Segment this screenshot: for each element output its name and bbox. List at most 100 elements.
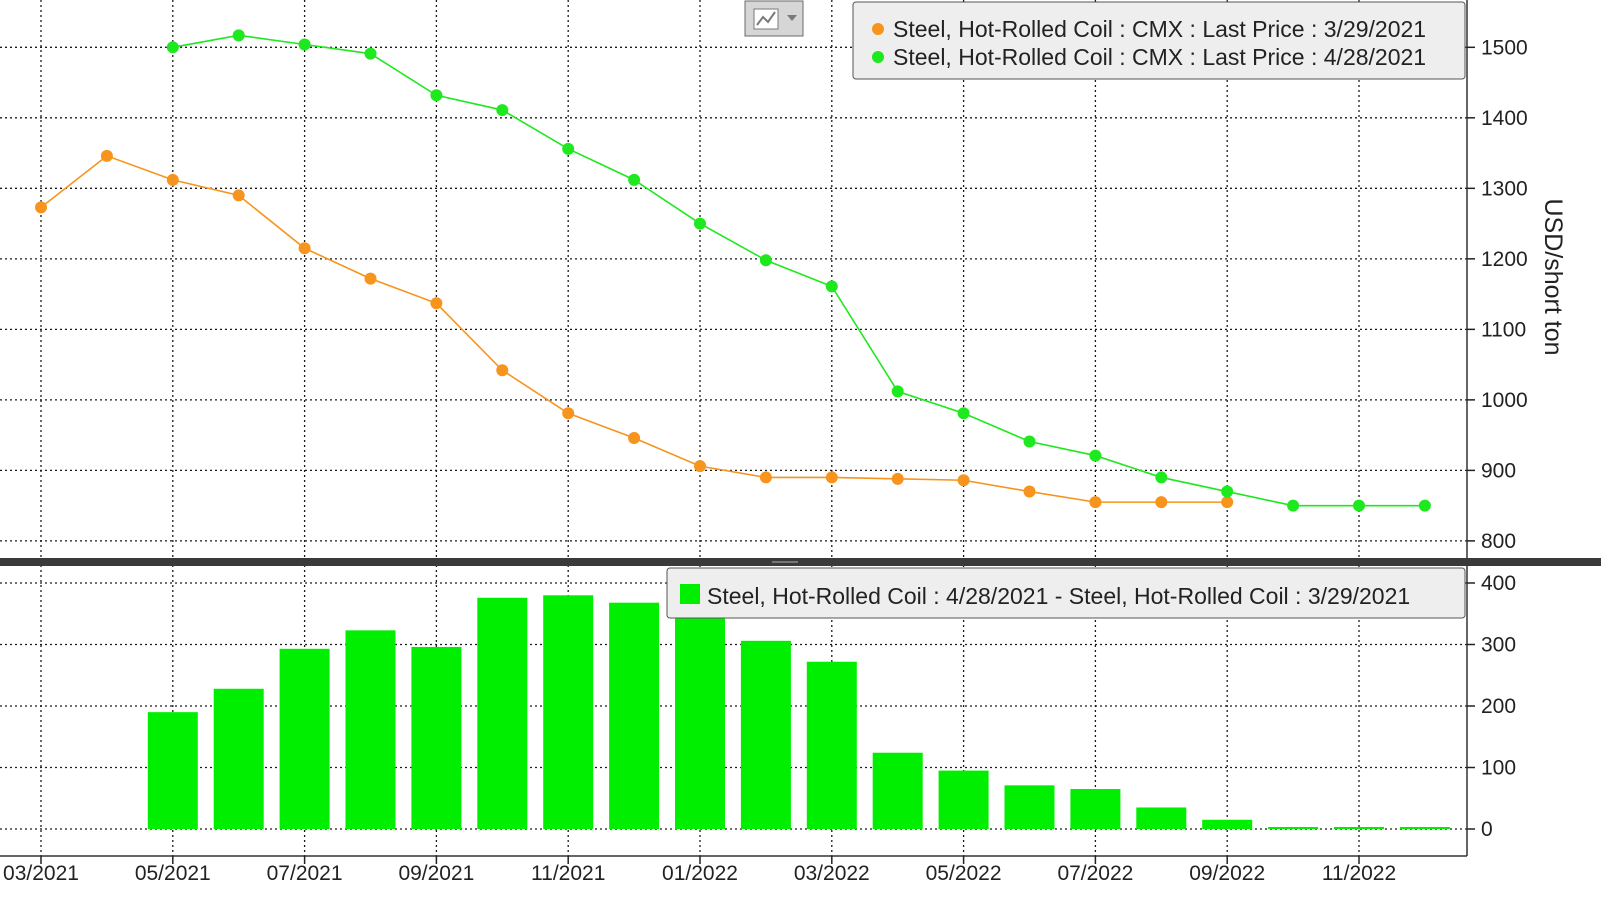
data-point[interactable] — [694, 460, 706, 473]
line-chart-icon — [753, 8, 779, 30]
bar[interactable] — [1202, 819, 1253, 829]
data-point[interactable] — [759, 471, 772, 484]
y-tick-label: 1300 — [1481, 177, 1528, 200]
bar[interactable] — [675, 614, 725, 829]
data-point[interactable] — [232, 189, 245, 202]
data-point[interactable] — [35, 201, 47, 214]
lines-layer — [35, 29, 1431, 512]
bar[interactable] — [872, 752, 923, 829]
data-point[interactable] — [298, 242, 311, 255]
series-line — [40, 154, 1228, 503]
x-tick-label: 07/2022 — [1057, 862, 1133, 885]
legend-label: Steel, Hot-Rolled Coil : CMX : Last Pric… — [893, 16, 1426, 42]
x-tick-label: 03/2021 — [3, 862, 79, 885]
bar[interactable] — [345, 630, 396, 829]
bar[interactable] — [1399, 827, 1450, 829]
bar[interactable] — [1070, 789, 1121, 829]
data-point[interactable] — [628, 173, 641, 186]
bar[interactable] — [279, 648, 330, 829]
data-point[interactable] — [364, 47, 377, 60]
y-axis-title: USD/short ton — [1539, 198, 1567, 355]
data-point[interactable] — [1287, 499, 1300, 512]
x-tick-label: 07/2021 — [267, 862, 343, 885]
bar[interactable] — [477, 597, 528, 829]
data-point[interactable] — [430, 297, 443, 310]
data-point[interactable] — [1155, 496, 1168, 509]
panel-divider[interactable] — [0, 558, 1601, 566]
data-point[interactable] — [1155, 471, 1168, 484]
data-point[interactable] — [1089, 449, 1102, 462]
data-point[interactable] — [166, 41, 179, 54]
data-point[interactable] — [1023, 485, 1036, 498]
data-point[interactable] — [562, 407, 575, 420]
bar[interactable] — [1004, 785, 1055, 829]
data-point[interactable] — [759, 254, 772, 267]
x-tick-label: 01/2022 — [662, 862, 738, 885]
y-tick-label: 1500 — [1481, 36, 1528, 59]
bars-layer — [147, 595, 1450, 829]
legend-marker — [680, 584, 700, 604]
data-point[interactable] — [1418, 499, 1431, 512]
y-tick-label: 300 — [1481, 634, 1516, 657]
data-point[interactable] — [628, 431, 641, 444]
bar[interactable] — [806, 661, 857, 829]
data-point[interactable] — [694, 217, 706, 230]
data-point[interactable] — [166, 173, 179, 186]
bar[interactable] — [543, 595, 594, 829]
y-tick-label: 900 — [1481, 459, 1516, 482]
data-point[interactable] — [562, 142, 575, 155]
y-tick-label: 1100 — [1481, 318, 1526, 341]
y-tick-label: 1400 — [1481, 107, 1528, 130]
data-point[interactable] — [891, 472, 904, 485]
data-point[interactable] — [1023, 435, 1036, 448]
series-line — [172, 34, 1425, 507]
data-point[interactable] — [100, 149, 113, 162]
bar[interactable] — [609, 602, 660, 829]
x-tick-label: 11/2021 — [531, 862, 605, 885]
chevron-down-icon — [787, 15, 797, 21]
x-tick-label: 03/2022 — [794, 862, 870, 885]
bar[interactable] — [1334, 827, 1384, 829]
bar[interactable] — [1268, 827, 1319, 829]
x-tick-label: 09/2022 — [1189, 862, 1265, 885]
data-point[interactable] — [496, 364, 509, 377]
bar[interactable] — [740, 640, 791, 829]
x-tick-label: 09/2021 — [398, 862, 474, 885]
data-point[interactable] — [891, 385, 904, 398]
data-point[interactable] — [1221, 485, 1234, 498]
ticks-layer: 800 900 1000 1100 1200 1300 1400 1500 0 100 200 300… — [3, 36, 1528, 885]
data-point[interactable] — [1221, 496, 1234, 509]
bar[interactable] — [938, 770, 989, 829]
data-point[interactable] — [825, 471, 838, 484]
data-point[interactable] — [496, 104, 509, 117]
y-tick-label: 0 — [1481, 818, 1493, 841]
legend-marker — [872, 51, 884, 63]
y-tick-label: 200 — [1481, 695, 1516, 718]
bar[interactable] — [1136, 807, 1187, 829]
legend-box — [852, 1, 1466, 80]
x-tick-label: 05/2022 — [926, 862, 1002, 885]
data-point[interactable] — [1089, 496, 1102, 509]
data-point[interactable] — [957, 474, 970, 487]
y-tick-label: 1000 — [1481, 389, 1528, 412]
y-tick-label: 800 — [1481, 530, 1516, 553]
y-tick-label: 1200 — [1481, 248, 1528, 271]
bar[interactable] — [411, 646, 462, 829]
data-point[interactable] — [232, 29, 245, 42]
legend-marker — [872, 23, 884, 35]
chart-type-button[interactable] — [744, 0, 804, 37]
data-point[interactable] — [364, 272, 377, 285]
data-point[interactable] — [957, 407, 970, 420]
bar[interactable] — [213, 688, 264, 829]
legend-label: Steel, Hot-Rolled Coil : 4/28/2021 - Ste… — [707, 583, 1410, 609]
y-tick-label: 100 — [1481, 757, 1516, 780]
data-point[interactable] — [430, 89, 443, 102]
data-point[interactable] — [1353, 499, 1365, 512]
data-point[interactable] — [298, 38, 311, 51]
legend-label: Steel, Hot-Rolled Coil : CMX : Last Pric… — [893, 44, 1426, 70]
bar[interactable] — [147, 712, 198, 829]
data-point[interactable] — [825, 280, 838, 293]
x-tick-label: 05/2021 — [135, 862, 211, 885]
